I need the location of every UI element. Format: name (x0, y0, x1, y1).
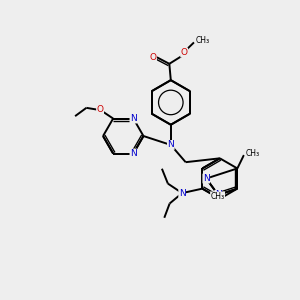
Text: N: N (179, 189, 185, 198)
Text: CH₃: CH₃ (195, 36, 209, 45)
Text: N: N (130, 114, 137, 123)
Text: N: N (215, 190, 221, 200)
Text: CH₃: CH₃ (245, 149, 259, 158)
Text: CH₃: CH₃ (211, 192, 225, 201)
Text: O: O (149, 53, 157, 62)
Text: N: N (130, 149, 137, 158)
Text: N: N (217, 194, 223, 203)
Text: O: O (181, 48, 188, 57)
Text: O: O (97, 105, 104, 114)
Text: N: N (167, 140, 174, 149)
Text: N: N (203, 174, 210, 183)
